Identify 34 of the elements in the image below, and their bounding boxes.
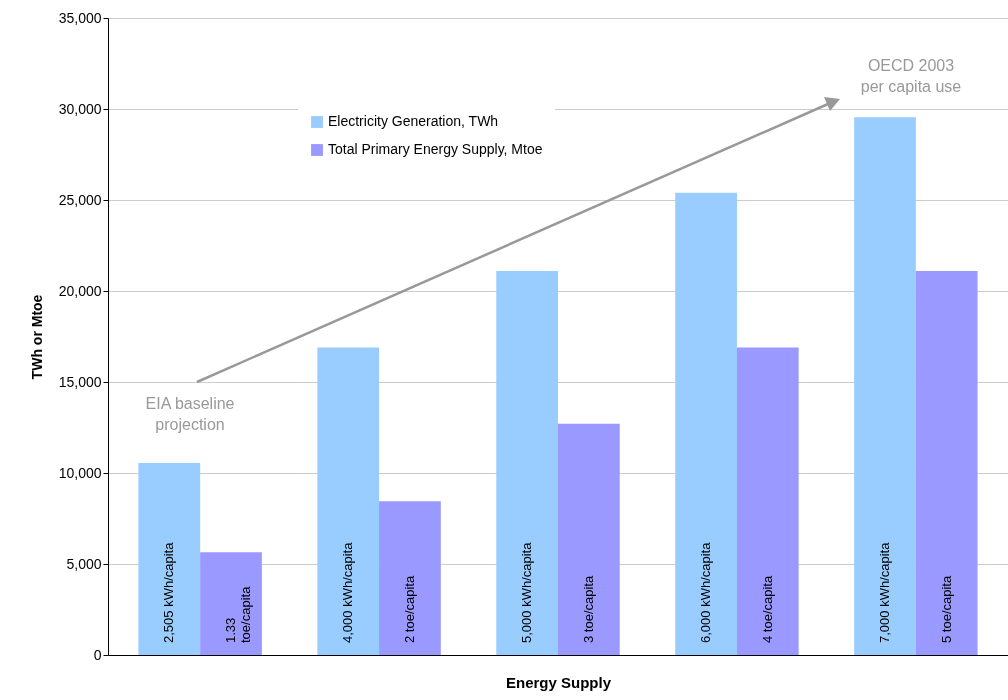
bar <box>200 552 262 655</box>
bar <box>496 270 558 655</box>
y-tick-label: 0 <box>93 646 102 663</box>
bar <box>558 423 620 655</box>
annotation: 7,000 kWh/capita <box>876 541 892 643</box>
annotation: 5,000 kWh/capita <box>519 541 535 643</box>
annotation: 6,000 kWh/capita <box>698 541 714 643</box>
annotation: 1.33 toe/capita <box>223 585 254 643</box>
y-tick-label: 15,000 <box>58 373 102 390</box>
annotation: 4,000 kWh/capita <box>340 541 356 643</box>
bar <box>317 347 380 655</box>
bar <box>854 117 916 655</box>
annotation: OECD 2003 per capita use <box>860 57 962 95</box>
y-tick-label: 35,000 <box>58 9 102 26</box>
annotation: 2 toe/capita <box>401 575 417 643</box>
annotation: 3 toe/capita <box>580 575 596 643</box>
annotation: 2,505 kWh/capita <box>161 541 177 643</box>
bar <box>675 192 737 655</box>
y-tick-label: 5,000 <box>66 555 102 572</box>
y-axis-title: TWh or Mtoe <box>28 294 45 380</box>
x-axis-title: Energy Supply <box>505 673 612 691</box>
y-tick-label: 20,000 <box>58 282 102 299</box>
legend-label: Electricity Generation, TWh <box>328 113 499 129</box>
bar <box>915 270 978 655</box>
annotation: 5 toe/capita <box>938 575 954 643</box>
bar <box>138 462 201 655</box>
annotation: EIA baseline projection <box>145 395 235 433</box>
bar <box>379 501 441 655</box>
y-tick-label: 30,000 <box>58 100 102 117</box>
annotation: 4 toe/capita <box>759 575 775 643</box>
y-tick-label: 10,000 <box>58 464 102 481</box>
legend-label: Total Primary Energy Supply, Mtoe <box>328 141 543 157</box>
y-tick-label: 25,000 <box>58 191 102 208</box>
bar <box>736 347 799 655</box>
